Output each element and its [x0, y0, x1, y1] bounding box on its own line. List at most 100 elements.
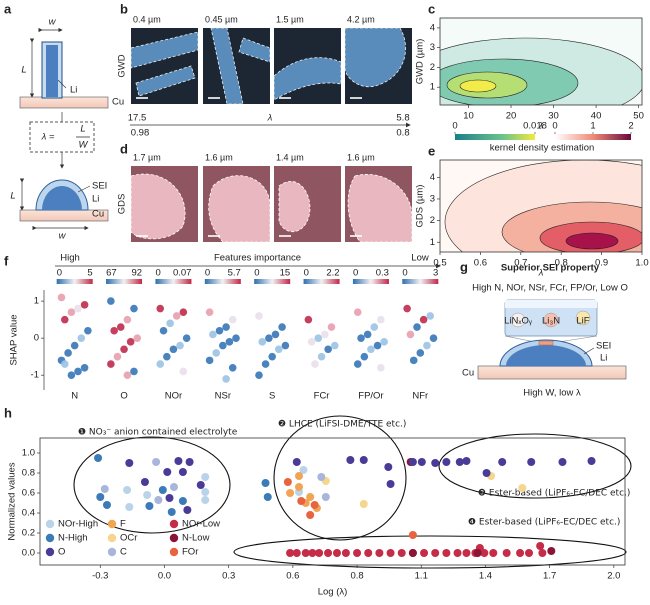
shap-point — [67, 308, 76, 317]
shap-point — [67, 371, 76, 379]
x-tick-label: 0.7 — [514, 258, 527, 269]
contour-line — [440, 37, 642, 105]
x-tick-label: 0.6 — [474, 258, 487, 269]
shap-point — [60, 315, 69, 324]
shap-point — [163, 352, 171, 361]
feature-label: FCr — [314, 391, 330, 402]
data-point — [408, 531, 417, 539]
colorbar-label: 3 — [433, 268, 438, 279]
y-tick-label: 0.4 — [22, 508, 35, 519]
data-point — [462, 549, 471, 557]
shap-point — [222, 323, 230, 331]
data-point — [125, 503, 134, 511]
colorbar — [155, 279, 192, 284]
x-axis-label: Log (λ) — [318, 587, 348, 598]
data-point — [183, 506, 192, 514]
y-tick-label: 2 — [430, 215, 435, 226]
data-point — [587, 457, 596, 465]
shap-point — [370, 323, 379, 331]
shap-point — [74, 304, 82, 313]
colorbar-label: 0 — [57, 268, 62, 279]
x-tick-label: 1.7 — [543, 571, 556, 582]
shap-point — [205, 308, 214, 317]
legend-swatch — [169, 533, 179, 543]
colorbar-label: 0.07 — [173, 268, 192, 279]
data-point — [292, 458, 301, 466]
y-tick-label: 3 — [430, 42, 435, 53]
data-point — [516, 549, 525, 557]
image-scale-label: 1.7 µm — [133, 152, 161, 162]
kde-colorbar-label: 1 — [590, 121, 595, 132]
shap-point — [70, 341, 79, 350]
data-point — [301, 549, 310, 557]
data-point — [524, 549, 533, 557]
data-point — [140, 478, 149, 486]
shap-point — [377, 363, 385, 372]
scale-value: 0.8 — [396, 128, 409, 139]
data-point — [299, 466, 308, 474]
data-point — [261, 479, 270, 487]
data-point — [297, 497, 306, 505]
data-point — [489, 549, 498, 557]
data-point — [167, 508, 176, 516]
image-scale-label: 1.6 µm — [347, 152, 375, 162]
shap-point — [205, 356, 214, 365]
shap-point — [107, 297, 115, 305]
g-caption: High W, low λ — [523, 388, 581, 399]
shap-point — [377, 315, 385, 324]
colorbar-label: 15 — [280, 268, 291, 279]
data-point — [408, 549, 417, 557]
legend-label: FOr — [182, 547, 198, 558]
contour-line — [565, 232, 619, 250]
shap-point — [416, 349, 425, 357]
y-tick-label: 4 — [430, 172, 435, 183]
shap-point — [228, 363, 237, 372]
shap-point — [327, 323, 336, 331]
colorbar-label: 0 — [254, 268, 259, 279]
diagram-label: Li — [70, 85, 77, 96]
y-tick-label: 4 — [430, 22, 435, 33]
structure — [344, 27, 406, 88]
shap-point — [179, 308, 188, 317]
data-point — [455, 458, 464, 466]
data-point — [538, 549, 547, 557]
shap-point — [113, 352, 122, 361]
legend-label: O — [58, 547, 65, 558]
lambda-label: λ — [267, 113, 273, 124]
shap-point — [317, 352, 326, 361]
shap-point — [116, 323, 125, 331]
shap-point — [133, 334, 142, 342]
image-scale-label: 1.6 µm — [205, 152, 233, 162]
x-tick-label: 0.9 — [595, 258, 608, 269]
panel-label: c — [428, 1, 435, 16]
x-axis-label: λ — [538, 121, 544, 132]
x-tick-label: 30 — [548, 111, 559, 122]
g-sei: SEI — [596, 341, 611, 352]
shap-point — [258, 338, 267, 346]
colorbar-label: 0 — [353, 268, 358, 279]
plot-frame — [439, 17, 643, 106]
group-ellipses — [73, 415, 632, 569]
colorbar — [303, 279, 340, 284]
diagram-label: Cu — [112, 97, 124, 108]
colorbar — [254, 279, 291, 284]
legend-label: N-High — [58, 533, 88, 544]
shap-point — [57, 293, 66, 302]
colorbar — [56, 279, 93, 284]
y-tick-label: 0 — [34, 333, 39, 344]
x-tick-label: 1.4 — [479, 571, 492, 582]
pointer — [77, 185, 91, 193]
legend-swatch — [107, 533, 117, 543]
data-point — [364, 549, 373, 557]
shap-point — [373, 341, 382, 350]
data-point — [152, 458, 161, 466]
shap-point — [107, 360, 115, 368]
species-label: Li₃N — [542, 316, 560, 327]
g-subtitle: High N, NOr, NSr, FCr, FP/Or, Low O — [472, 283, 628, 294]
diagram-label: SEI — [92, 181, 107, 192]
data-point — [420, 549, 429, 557]
diagram-label: L — [10, 191, 15, 202]
diagram-label: w — [49, 17, 57, 28]
shap-point — [255, 312, 263, 320]
shap-point — [311, 360, 319, 368]
